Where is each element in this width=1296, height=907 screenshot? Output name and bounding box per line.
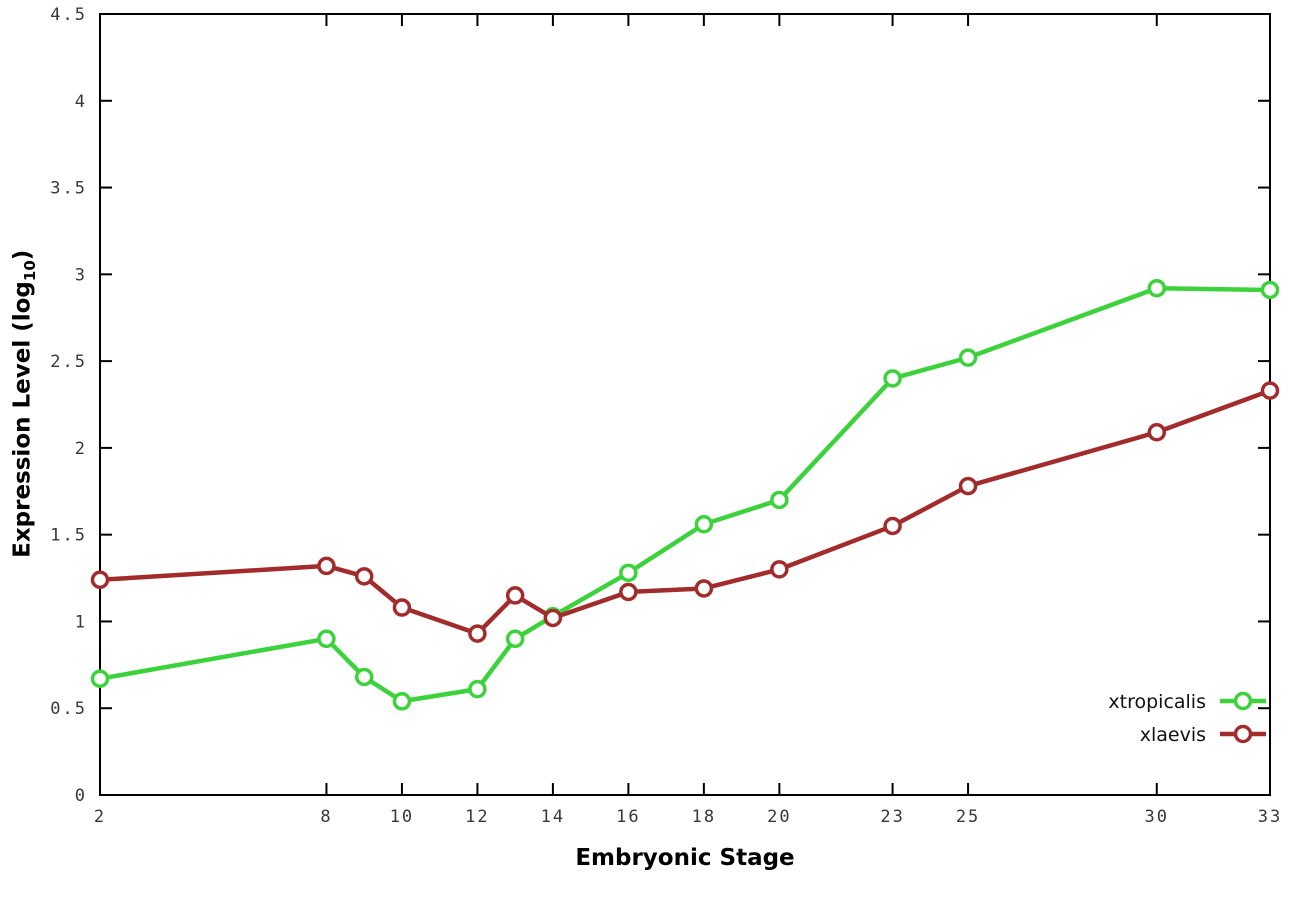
- legend-item-xlaevis: xlaevis: [1140, 724, 1266, 746]
- series-xtropicalis: [90, 278, 1280, 711]
- y-tick-label: 3: [75, 265, 87, 285]
- data-point: [883, 369, 902, 388]
- series-line-xtropicalis: [97, 285, 1273, 704]
- data-point: [354, 667, 374, 687]
- legend-marker: [1233, 724, 1253, 744]
- y-tick-label: 1: [75, 612, 87, 632]
- x-tick-label: 20: [767, 807, 791, 827]
- y-tick-label: 4: [75, 92, 87, 112]
- y-tick-label: 2: [75, 439, 87, 459]
- series-line-xlaevis: [97, 388, 1273, 636]
- data-point: [505, 586, 525, 605]
- data-point: [1260, 381, 1280, 400]
- x-tick-label: 25: [956, 807, 980, 827]
- legend-marker: [1233, 691, 1253, 711]
- axis-ticks: 2 8 10 12 14 16 18 20 23 25 30 33 0 0.5 1 1.5 2 2.5 3 3.5 4 4…: [50, 5, 1282, 827]
- x-tick-label: 14: [541, 807, 565, 827]
- data-point: [468, 679, 487, 699]
- legend: xtropicalis xlaevis: [1108, 691, 1266, 746]
- series-xlaevis: [90, 381, 1280, 643]
- y-axis-title-text: Expression Level (log10): [9, 250, 39, 558]
- data-point: [505, 629, 525, 649]
- y-tick-label: 3.5: [50, 179, 87, 199]
- data-point: [392, 598, 412, 617]
- legend-label: xlaevis: [1140, 724, 1206, 746]
- x-tick-label: 16: [616, 807, 640, 827]
- y-axis-title-subscript: 10: [20, 260, 39, 282]
- y-tick-label: 0: [75, 786, 87, 806]
- data-point: [619, 582, 638, 602]
- legend-item-xtropicalis: xtropicalis: [1108, 691, 1266, 713]
- x-tick-label: 30: [1145, 807, 1169, 827]
- plot-border: [99, 13, 1271, 796]
- data-point: [317, 629, 336, 649]
- x-axis-title: Embryonic Stage: [575, 845, 795, 871]
- data-point: [1147, 278, 1167, 298]
- x-tick-label: 12: [465, 807, 489, 827]
- x-tick-label: 33: [1258, 807, 1282, 827]
- y-tick-label: 4.5: [50, 5, 87, 25]
- data-point: [317, 556, 336, 576]
- data-point: [619, 563, 638, 583]
- data-point: [468, 624, 487, 643]
- data-point: [883, 516, 902, 536]
- x-tick-label: 8: [320, 807, 332, 827]
- data-point: [1147, 423, 1167, 442]
- y-tick-label: 1.5: [50, 526, 87, 546]
- data-series: [90, 278, 1280, 711]
- data-point: [90, 669, 110, 688]
- data-point: [543, 608, 563, 628]
- data-point: [694, 515, 714, 534]
- plot-frame: [99, 13, 1271, 796]
- data-point: [958, 348, 978, 367]
- y-axis-title-pre: Expression Level (log: [9, 281, 36, 559]
- x-tick-label: 10: [390, 807, 414, 827]
- y-tick-label: 2.5: [50, 352, 87, 372]
- data-point: [958, 476, 978, 496]
- data-point: [90, 570, 110, 590]
- data-point: [354, 567, 374, 586]
- legend-label: xtropicalis: [1108, 691, 1206, 713]
- x-tick-label: 2: [94, 807, 106, 827]
- x-tick-label: 18: [692, 807, 716, 827]
- data-point: [392, 692, 412, 711]
- data-point: [694, 579, 714, 598]
- x-tick-label: 23: [880, 807, 904, 827]
- data-point: [770, 560, 789, 579]
- data-point: [770, 490, 789, 510]
- y-axis-title-post: ): [9, 249, 36, 261]
- y-tick-label: 0.5: [50, 699, 87, 719]
- data-point: [1260, 280, 1280, 300]
